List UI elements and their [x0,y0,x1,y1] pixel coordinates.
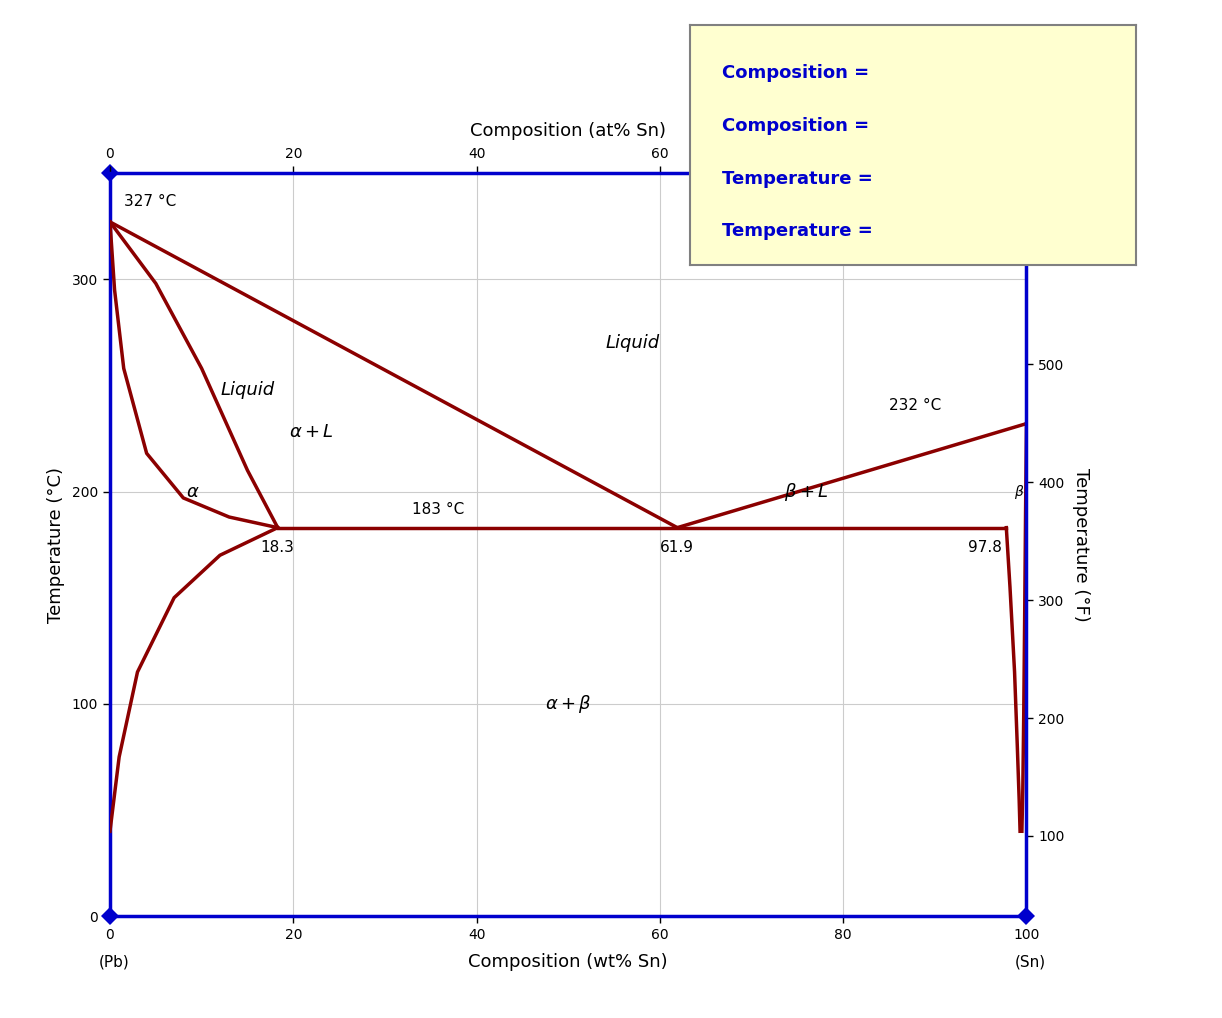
Text: Composition =: Composition = [722,117,869,135]
Y-axis label: Temperature (°F): Temperature (°F) [1072,467,1090,622]
Text: Liquid: Liquid [605,334,660,352]
Text: Composition =: Composition = [722,64,869,82]
Text: $\beta$: $\beta$ [1014,483,1024,501]
Text: 61.9: 61.9 [660,541,694,555]
Text: 183 °C: 183 °C [413,502,464,517]
Text: $\alpha + \beta$: $\alpha + \beta$ [545,693,591,715]
Text: 232 °C: 232 °C [890,398,941,413]
Text: Liquid: Liquid [220,381,275,399]
Y-axis label: Temperature (°C): Temperature (°C) [46,466,65,623]
Text: Temperature =: Temperature = [722,222,873,240]
Text: 18.3: 18.3 [260,541,295,555]
Text: (Sn): (Sn) [1014,955,1046,969]
Text: Temperature =: Temperature = [722,170,873,187]
X-axis label: Composition (at% Sn): Composition (at% Sn) [470,122,666,140]
Text: (Pb): (Pb) [98,955,130,969]
Text: 327 °C: 327 °C [123,194,176,209]
Text: $\alpha$: $\alpha$ [186,483,199,501]
Text: $\beta + L$: $\beta + L$ [785,480,829,503]
Text: 97.8: 97.8 [968,541,1002,555]
Text: $\alpha + L$: $\alpha + L$ [290,423,334,441]
X-axis label: Composition (wt% Sn): Composition (wt% Sn) [468,953,668,971]
